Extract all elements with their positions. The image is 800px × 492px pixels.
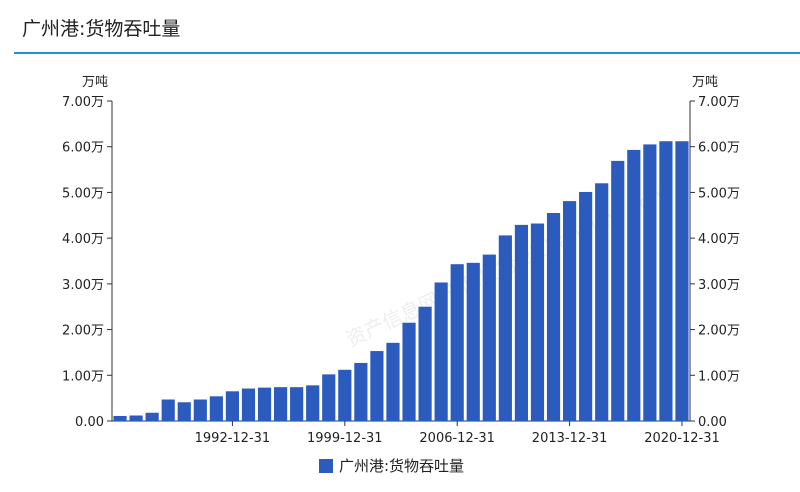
y-tick-label-right: 5.00万 (698, 186, 740, 201)
bar (402, 322, 416, 421)
y-tick-label-right: 2.00万 (698, 324, 740, 339)
bar (370, 351, 384, 421)
y-tick-label-left: 4.00万 (62, 232, 104, 247)
legend-swatch (319, 458, 333, 473)
bar (209, 396, 223, 421)
y-unit-right: 万吨 (692, 75, 718, 90)
bar (354, 362, 368, 421)
title-divider (14, 52, 800, 54)
bar (322, 374, 336, 421)
legend[interactable]: 广州港:货物吞吐量 (319, 455, 464, 476)
x-tick-label: 1999-12-31 (307, 431, 383, 446)
bar (675, 141, 689, 421)
y-tick-label-right: 6.00万 (698, 141, 740, 156)
y-tick-label-left: 2.00万 (62, 324, 104, 339)
x-tick-label: 2020-12-31 (644, 431, 720, 446)
bar (579, 191, 593, 421)
bar (129, 415, 143, 421)
bar (563, 201, 577, 421)
y-tick-label-left: 6.00万 (62, 141, 104, 156)
bar (611, 160, 625, 421)
bar (225, 391, 239, 421)
bar (434, 282, 448, 421)
bar (177, 402, 191, 421)
bar (418, 306, 432, 421)
x-tick-label: 2006-12-31 (419, 431, 495, 446)
bar (498, 235, 512, 421)
bar (193, 399, 207, 421)
bar (145, 412, 159, 421)
y-unit-left: 万吨 (82, 75, 108, 90)
y-tick-label-right: 1.00万 (698, 369, 740, 384)
y-tick-label-left: 3.00万 (62, 278, 104, 293)
y-tick-label-right: 4.00万 (698, 232, 740, 247)
bar (161, 399, 175, 421)
bar (113, 415, 127, 421)
bar (514, 224, 528, 421)
bar (241, 388, 256, 421)
bar (274, 387, 288, 421)
bar (546, 213, 561, 421)
chart-header: 广州港:货物吞吐量 (0, 0, 800, 56)
y-tick-label-left: 5.00万 (62, 186, 104, 201)
bar (386, 342, 400, 421)
y-tick-label-left: 7.00万 (62, 95, 104, 110)
bar (466, 262, 480, 421)
legend-label: 广州港:货物吞吐量 (339, 457, 465, 475)
y-tick-label-right: 3.00万 (698, 278, 740, 293)
y-tick-label-left: 1.00万 (62, 369, 104, 384)
bar (659, 141, 673, 421)
bar (450, 264, 464, 421)
bar (290, 387, 304, 421)
y-tick-label-left: 0.00 (75, 415, 104, 430)
bar (595, 183, 609, 421)
bar (643, 144, 657, 421)
bar (306, 385, 320, 421)
bar (530, 223, 545, 421)
y-tick-label-right: 7.00万 (698, 95, 740, 110)
bar (338, 369, 352, 421)
chart-title: 广州港:货物吞吐量 (22, 18, 181, 40)
x-tick-label: 1992-12-31 (195, 431, 271, 446)
y-tick-label-right: 0.00 (698, 415, 727, 430)
x-tick-label: 2013-12-31 (532, 431, 608, 446)
bar (627, 149, 641, 421)
bar (482, 254, 496, 421)
bar (257, 387, 272, 421)
